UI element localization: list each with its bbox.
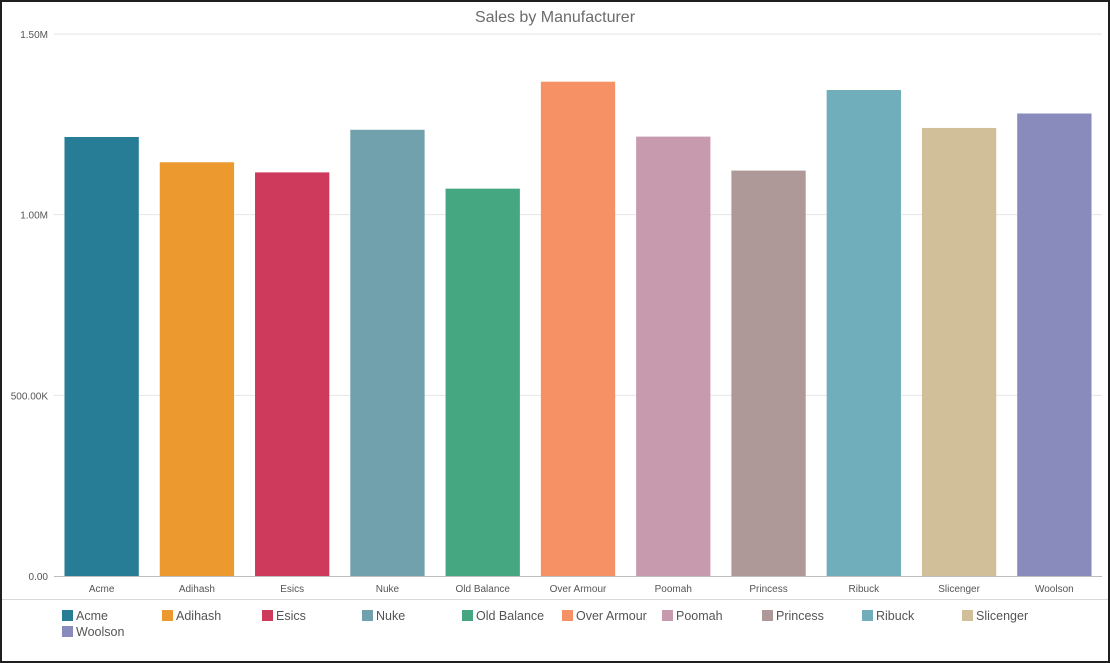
legend-swatch — [362, 610, 373, 621]
legend-item[interactable]: Nuke — [362, 609, 405, 623]
x-tick-label: Slicenger — [938, 584, 980, 595]
legend-swatch — [562, 610, 573, 621]
legend-label: Ribuck — [876, 609, 915, 623]
chart-title: Sales by Manufacturer — [475, 9, 636, 26]
bar-ribuck — [826, 90, 901, 577]
bar-slicenger — [921, 127, 997, 577]
legend-label: Woolson — [76, 625, 124, 639]
legend-swatch — [962, 610, 973, 621]
bar-esics — [255, 172, 330, 576]
legend-item[interactable]: Slicenger — [962, 609, 1028, 623]
x-tick-label: Adihash — [179, 584, 215, 595]
legend-label: Princess — [776, 609, 824, 623]
legend-label: Acme — [76, 609, 108, 623]
legend-swatch — [62, 626, 73, 637]
legend-item[interactable]: Poomah — [662, 609, 723, 623]
y-axis-ticks: 0.00 500.00K 1.00M 1.50M — [11, 30, 49, 583]
x-tick-label: Esics — [280, 584, 304, 595]
legend-label: Slicenger — [976, 609, 1028, 623]
bar-old-balance — [445, 188, 520, 576]
bar-princess — [731, 170, 806, 577]
bar-adihash — [159, 162, 235, 577]
legend-item[interactable]: Esics — [262, 609, 306, 623]
legend-item[interactable]: Old Balance — [462, 609, 544, 623]
y-tick-label: 500.00K — [11, 391, 49, 402]
legend-swatch — [762, 610, 773, 621]
y-tick-label: 1.50M — [20, 30, 48, 41]
legend-item[interactable]: Adihash — [162, 609, 221, 623]
legend-item[interactable]: Ribuck — [862, 609, 915, 623]
legend-label: Esics — [276, 609, 306, 623]
x-tick-label: Acme — [89, 584, 115, 595]
y-tick-label: 0.00 — [29, 572, 49, 583]
x-tick-label: Over Armour — [550, 584, 607, 595]
legend-swatch — [862, 610, 873, 621]
legend-label: Nuke — [376, 609, 405, 623]
bar-woolson — [1017, 113, 1092, 576]
bar-acme — [64, 136, 139, 577]
x-tick-label: Ribuck — [849, 584, 881, 595]
x-tick-label: Princess — [749, 584, 787, 595]
bar-over-armour — [540, 81, 616, 577]
legend-label: Poomah — [676, 609, 723, 623]
legend-label: Adihash — [176, 609, 221, 623]
x-tick-label: Woolson — [1035, 584, 1074, 595]
legend-item[interactable]: Over Armour — [562, 609, 647, 623]
legend-item[interactable]: Acme — [62, 609, 108, 623]
legend-label: Over Armour — [576, 609, 647, 623]
x-tick-label: Nuke — [376, 584, 400, 595]
bar-nuke — [350, 129, 425, 576]
legend-swatch — [62, 610, 73, 621]
legend-label: Old Balance — [476, 609, 544, 623]
x-tick-label: Poomah — [655, 584, 692, 595]
legend-item[interactable]: Woolson — [62, 625, 124, 639]
y-tick-label: 1.00M — [20, 211, 48, 222]
legend-swatch — [262, 610, 273, 621]
legend: Acme Adihash Esics Nuke Old Balance Over Armo… — [62, 609, 1028, 639]
x-tick-label: Old Balance — [455, 584, 510, 595]
x-axis-labels: Acme Adihash Esics Nuke Old Balance Over Armo… — [89, 584, 1074, 595]
legend-swatch — [462, 610, 473, 621]
bar-poomah — [636, 136, 711, 577]
legend-swatch — [662, 610, 673, 621]
bars — [64, 81, 1092, 577]
legend-swatch — [162, 610, 173, 621]
legend-item[interactable]: Princess — [762, 609, 824, 623]
